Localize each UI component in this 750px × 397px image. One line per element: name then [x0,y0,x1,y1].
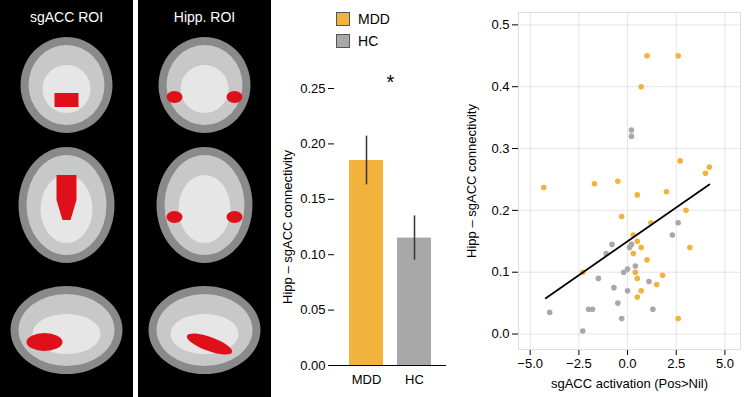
svg-text:0.10: 0.10 [300,247,325,262]
svg-text:0.0: 0.0 [619,356,637,371]
svg-text:0.05: 0.05 [300,302,325,317]
svg-text:0.4: 0.4 [491,79,509,94]
svg-text:sgACC ROI: sgACC ROI [30,9,103,25]
svg-text:0.15: 0.15 [300,191,325,206]
svg-text:−5.0: −5.0 [517,356,543,371]
svg-text:0.3: 0.3 [491,141,509,156]
svg-text:0.20: 0.20 [300,136,325,151]
html-text:HC: HC [358,33,379,49]
svg-text:−2.5: −2.5 [566,356,592,371]
svg-text:0.2: 0.2 [491,203,509,218]
svg-text:5.0: 5.0 [716,356,734,371]
svg-text:0.0: 0.0 [491,326,509,341]
svg-text:MDD: MDD [352,372,382,387]
svg-text:sgACC activation (Pos>Nil): sgACC activation (Pos>Nil) [551,376,708,391]
svg-text:0.1: 0.1 [491,264,509,279]
svg-text:Hipp – sgACC connectivity: Hipp – sgACC connectivity [280,150,295,304]
svg-text:0.00: 0.00 [300,358,325,373]
svg-text:*: * [387,71,395,93]
svg-text:Hipp. ROI: Hipp. ROI [174,9,235,25]
svg-text:0.5: 0.5 [491,17,509,32]
svg-text:Hipp – sgACC connectivity: Hipp – sgACC connectivity [464,104,479,258]
svg-text:0.25: 0.25 [300,81,325,96]
svg-text:2.5: 2.5 [667,356,685,371]
html-text:MDD: MDD [358,11,390,27]
svg-text:HC: HC [405,372,424,387]
